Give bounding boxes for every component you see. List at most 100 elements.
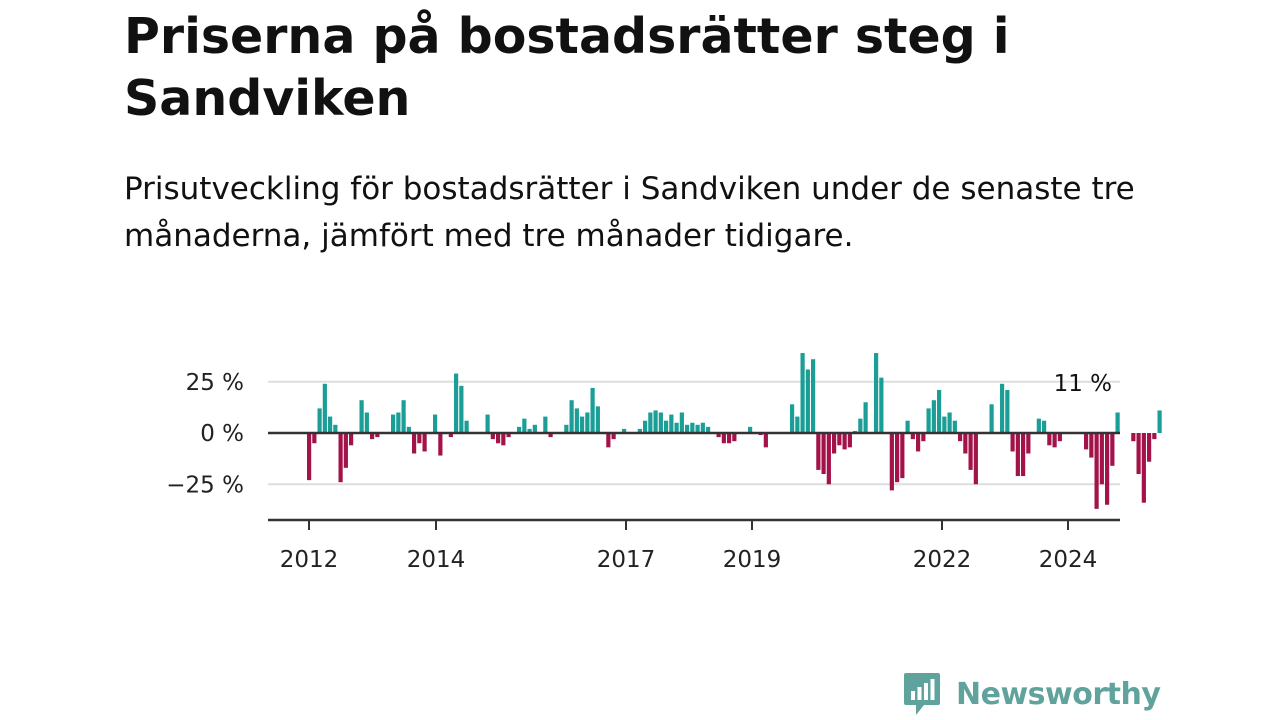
bar: [805, 369, 810, 433]
bar: [412, 433, 417, 454]
bar: [417, 433, 422, 444]
bar: [643, 420, 648, 433]
bar-chart: 25 % 0 % −25 % 2012 2014 2017 2019 2022 2024 11 %: [166, 353, 1162, 573]
bar: [1026, 433, 1031, 454]
bar: [1052, 433, 1057, 448]
x-tick-label: 2024: [1039, 547, 1098, 573]
bar: [464, 420, 469, 433]
bar: [522, 418, 527, 433]
chart-subtitle: Prisutveckling för bostadsrätter i Sandv…: [124, 171, 1135, 254]
bar: [963, 433, 968, 454]
x-tick-label: 2019: [723, 547, 782, 573]
bar: [375, 433, 380, 438]
bar: [1005, 389, 1010, 433]
bar: [700, 422, 705, 433]
bar: [942, 416, 947, 433]
bar: [732, 433, 737, 442]
bar: [900, 433, 905, 479]
bar: [1157, 410, 1162, 433]
bar: [1152, 433, 1157, 440]
bar: [958, 433, 963, 442]
chart-title: Priserna på bostadsrätter steg i Sandvik…: [124, 8, 1010, 127]
axes: [268, 431, 1120, 530]
bar: [879, 377, 884, 433]
bar: [821, 433, 826, 474]
bar: [1105, 433, 1110, 505]
labels: 25 % 0 % −25 % 2012 2014 2017 2019 2022 2024 11 %: [166, 370, 1112, 573]
bar: [947, 412, 952, 433]
bar: [716, 433, 721, 438]
bar: [338, 433, 343, 483]
gridlines: [268, 380, 1120, 486]
bar: [1021, 433, 1026, 477]
bar: [343, 433, 348, 468]
bar: [816, 433, 821, 470]
bar: [406, 426, 411, 433]
bar: [937, 389, 942, 433]
bar: [574, 408, 579, 433]
bar: [1094, 433, 1099, 509]
x-tick-label: 2022: [913, 547, 972, 573]
bar: [1015, 433, 1020, 477]
bar: [926, 408, 931, 433]
bar: [763, 433, 768, 448]
bar: [637, 428, 642, 433]
bar: [889, 433, 894, 491]
bar: [826, 433, 831, 485]
bar: [611, 433, 616, 440]
bar: [1047, 433, 1052, 446]
bar: [1099, 433, 1104, 485]
bar: [989, 404, 994, 433]
bar: [842, 433, 847, 450]
bar: [622, 428, 627, 433]
bar: [721, 433, 726, 444]
bar: [795, 416, 800, 433]
bar: [679, 412, 684, 433]
bar: [931, 400, 936, 433]
bar: [496, 433, 501, 444]
bar: [858, 418, 863, 433]
bar: [895, 433, 900, 483]
bar: [874, 353, 879, 433]
bar: [658, 412, 663, 433]
bar: [690, 422, 695, 433]
bar: [800, 353, 805, 433]
bar: [1136, 433, 1141, 474]
bar: [847, 433, 852, 448]
bar: [364, 412, 369, 433]
bar: [790, 404, 795, 433]
bar: [910, 433, 915, 440]
bar: [1131, 433, 1136, 442]
bar: [396, 412, 401, 433]
bar: [669, 414, 674, 433]
bar: [333, 424, 338, 433]
bar: [454, 373, 459, 433]
bar: [664, 420, 669, 433]
bar: [648, 412, 653, 433]
bar: [359, 400, 364, 433]
last-value-label: 11 %: [1054, 371, 1112, 397]
bar: [580, 416, 585, 433]
bar: [1010, 433, 1015, 452]
bar: [317, 408, 322, 433]
bar: [748, 426, 753, 433]
bar: [527, 428, 532, 433]
bar: [1036, 418, 1041, 433]
bar: [448, 433, 453, 438]
bar: [674, 422, 679, 433]
bar: [433, 414, 438, 433]
bar: [863, 402, 868, 433]
bar: [370, 433, 375, 440]
bar: [1084, 433, 1089, 450]
bar: [548, 433, 553, 438]
newsworthy-brand: Newsworthy: [902, 672, 1161, 716]
bar: [438, 433, 443, 456]
x-tick-label: 2012: [280, 547, 339, 573]
bar: [506, 433, 511, 438]
bar: [307, 433, 312, 481]
bar: [485, 414, 490, 433]
bar: [606, 433, 611, 448]
bar: [837, 433, 842, 446]
bar: [391, 414, 396, 433]
bar: [1057, 433, 1062, 442]
